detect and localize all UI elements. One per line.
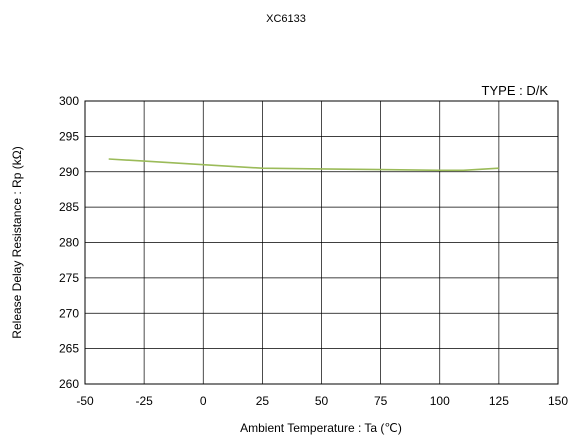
x-tick-label: 50 <box>315 394 329 408</box>
chart-type-annotation: TYPE : D/K <box>482 83 549 98</box>
y-tick-label: 275 <box>59 271 79 285</box>
y-tick-label: 300 <box>59 94 79 108</box>
y-tick-label: 280 <box>59 236 79 250</box>
y-tick-label: 285 <box>59 200 79 214</box>
x-tick-label: 75 <box>374 394 388 408</box>
series-group <box>108 158 499 172</box>
x-tick-label: 25 <box>256 394 270 408</box>
y-axis-label: Release Delay Resistance : Rp (kΩ) <box>10 146 24 338</box>
y-tick-label: 265 <box>59 342 79 356</box>
x-tick-label: 125 <box>489 394 509 408</box>
y-tick-label: 260 <box>59 377 79 391</box>
series-line <box>108 158 499 172</box>
y-tick-label: 290 <box>59 165 79 179</box>
y-tick-label: 295 <box>59 129 79 143</box>
chart-title: XC6133 <box>266 13 306 25</box>
grid <box>84 100 559 385</box>
x-axis-label: Ambient Temperature : Ta (℃) <box>240 421 402 435</box>
x-tick-label: -50 <box>76 394 94 408</box>
tick-labels: -50 -25 0 25 50 75 100 125 150 260 265 270 275 280 285… <box>59 94 568 408</box>
x-tick-label: 150 <box>548 394 568 408</box>
plot-frame <box>84 100 559 385</box>
x-tick-label: 100 <box>430 394 450 408</box>
x-tick-label: 0 <box>200 394 207 408</box>
y-tick-label: 270 <box>59 306 79 320</box>
x-tick-label: -25 <box>135 394 153 408</box>
